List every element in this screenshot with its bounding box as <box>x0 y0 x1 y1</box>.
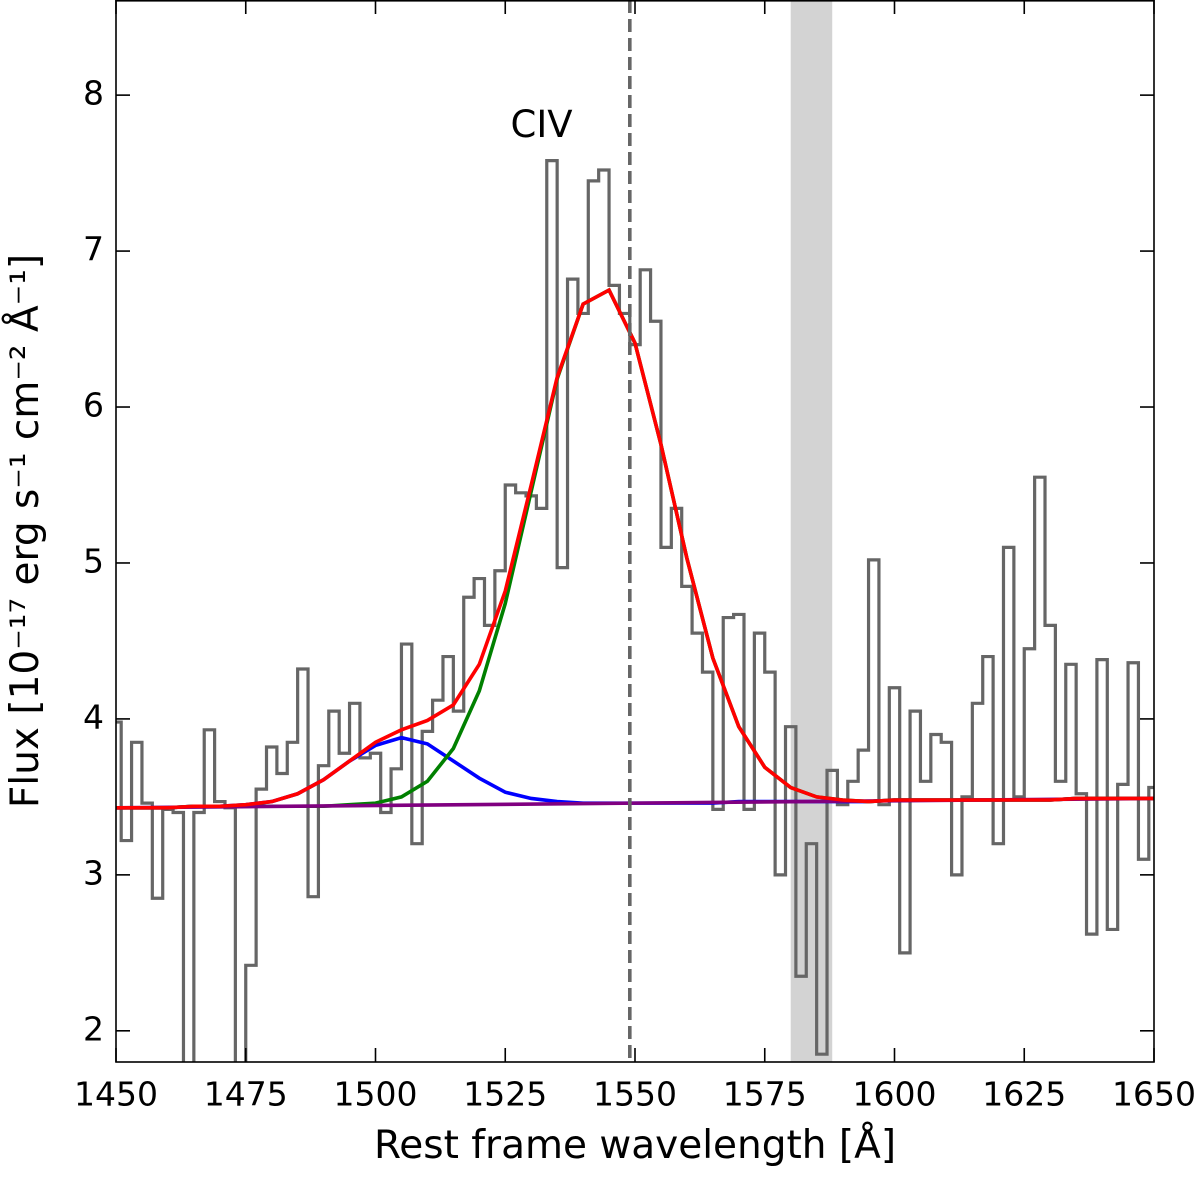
y-tick-label: 8 <box>83 74 104 113</box>
fit-curve <box>116 287 1154 810</box>
x-tick-label: 1650 <box>1112 1075 1196 1114</box>
y-tick-label: 5 <box>83 541 104 580</box>
y-tick-label: 7 <box>83 230 104 269</box>
y-tick-label: 4 <box>83 697 104 736</box>
x-tick-label: 1550 <box>593 1075 677 1114</box>
x-tick-label: 1450 <box>74 1075 158 1114</box>
y-tick-label: 2 <box>83 1009 104 1048</box>
plot-area <box>116 0 1154 1062</box>
x-tick-label: 1525 <box>463 1075 547 1114</box>
fit-curve <box>116 287 1154 810</box>
y-axis-label: Flux [10⁻¹⁷ erg s⁻¹ cm⁻² Å⁻¹] <box>1 254 48 808</box>
axes-frame <box>115 0 1155 1063</box>
spectrum <box>116 159 1154 1062</box>
shaded-band <box>790 0 833 1062</box>
x-tick-label: 1625 <box>982 1075 1066 1114</box>
x-tick-label: 1575 <box>723 1075 807 1114</box>
x-tick-label: 1600 <box>853 1075 937 1114</box>
y-tick-label: 3 <box>83 853 104 892</box>
y-tick-label: 6 <box>83 386 104 425</box>
annotation: CIV <box>511 103 573 146</box>
x-axis-label: Rest frame wavelength [Å] <box>374 1121 896 1168</box>
x-tick-label: 1500 <box>334 1075 418 1114</box>
x-tick-label: 1475 <box>204 1075 288 1114</box>
